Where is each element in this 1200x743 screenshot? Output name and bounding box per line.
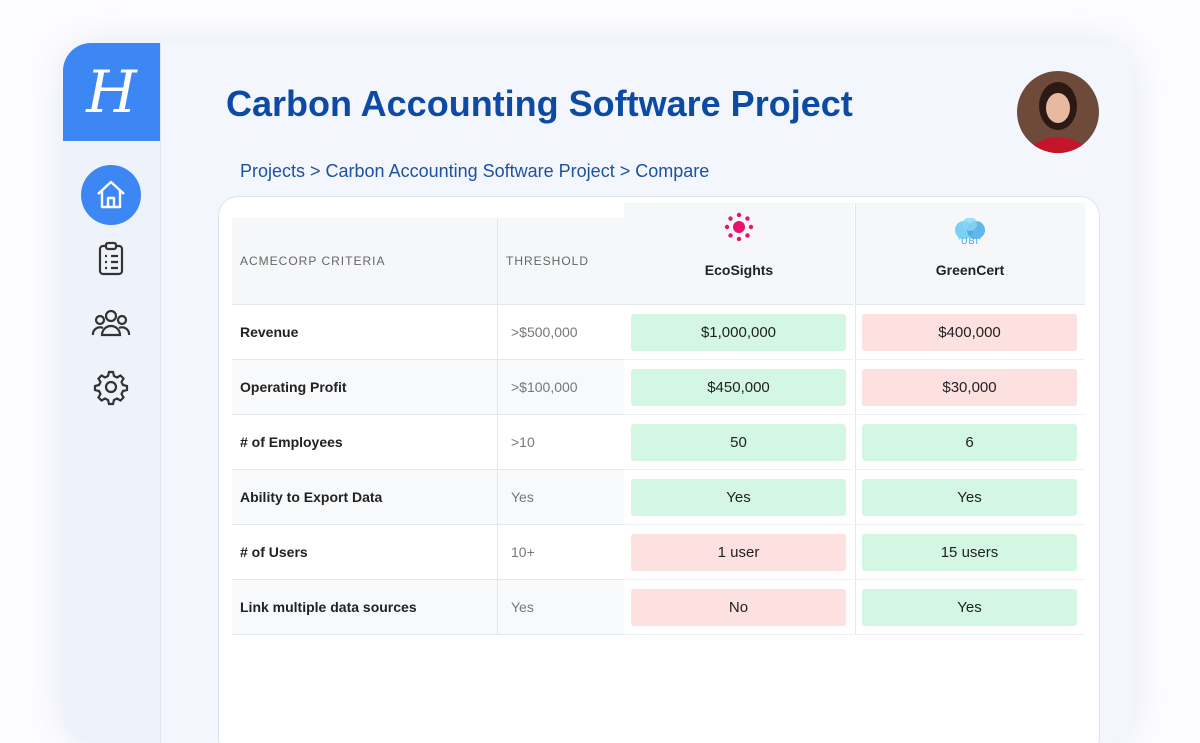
criterion: Revenue <box>232 305 498 360</box>
breadcrumb[interactable]: Projects > Carbon Accounting Software Pr… <box>240 161 710 181</box>
result-cell <box>624 470 854 525</box>
page-title: Carbon Accounting Software Project <box>226 83 853 124</box>
result-pass: 15 users <box>862 534 1077 571</box>
threshold: >$100,000 <box>498 360 624 415</box>
result-pass: Yes <box>862 479 1077 516</box>
criterion: Ability to Export Data <box>232 470 498 525</box>
threshold: >10 <box>498 415 624 470</box>
threshold: Yes <box>498 470 624 525</box>
result-cell <box>855 580 1085 635</box>
logo-text: 'UBI' <box>958 236 982 246</box>
comparison-card: ACMECORP CRITERIA THRESHOLD EcoSights Green… <box>218 196 1100 743</box>
app-window: H Carbon Accounting Software Project <box>63 43 1133 743</box>
result-cell <box>624 305 854 360</box>
result-pass: Yes <box>862 589 1077 626</box>
settings-icon[interactable] <box>81 357 141 417</box>
brand-logo[interactable]: H <box>63 43 160 141</box>
threshold: Yes <box>498 580 624 635</box>
result-cell <box>855 305 1085 360</box>
result-cell <box>855 415 1085 470</box>
criterion: Link multiple data sources <box>232 580 498 635</box>
projects-icon[interactable] <box>81 230 141 290</box>
result-cell <box>855 525 1085 580</box>
result-cell <box>624 415 854 470</box>
result-cell <box>855 470 1085 525</box>
column-header: ACMECORP CRITERIA <box>232 218 498 305</box>
page: H Carbon Accounting Software Project <box>63 43 1100 743</box>
result-cell <box>624 360 854 415</box>
result-fail: $400,000 <box>862 314 1077 351</box>
vendor-name: EcoSights <box>704 262 774 278</box>
criterion: # of Employees <box>232 415 498 470</box>
result-cell <box>855 360 1085 415</box>
result-pass: $450,000 <box>631 369 846 406</box>
sidebar: H <box>63 43 161 743</box>
user-avatar[interactable] <box>1016 70 1100 154</box>
result-pass: Yes <box>631 479 846 516</box>
column-header: THRESHOLD <box>498 218 624 305</box>
vendor-logo: 'UBI' <box>948 211 992 251</box>
threshold: 10+ <box>498 525 624 580</box>
result-cell <box>624 525 854 580</box>
result-cell <box>624 580 854 635</box>
vendor-name: GreenCert <box>935 262 1005 278</box>
criterion: Operating Profit <box>232 360 498 415</box>
result-pass: 6 <box>862 424 1077 461</box>
result-fail: No <box>631 589 846 626</box>
criterion: # of Users <box>232 525 498 580</box>
result-fail: $30,000 <box>862 369 1077 406</box>
threshold: >$500,000 <box>498 305 624 360</box>
result-pass: 50 <box>631 424 846 461</box>
vendor-logo <box>717 211 761 251</box>
vendor-header <box>624 203 854 305</box>
home-icon[interactable] <box>81 165 141 225</box>
team-icon[interactable] <box>81 293 141 353</box>
result-pass: $1,000,000 <box>631 314 846 351</box>
result-fail: 1 user <box>631 534 846 571</box>
